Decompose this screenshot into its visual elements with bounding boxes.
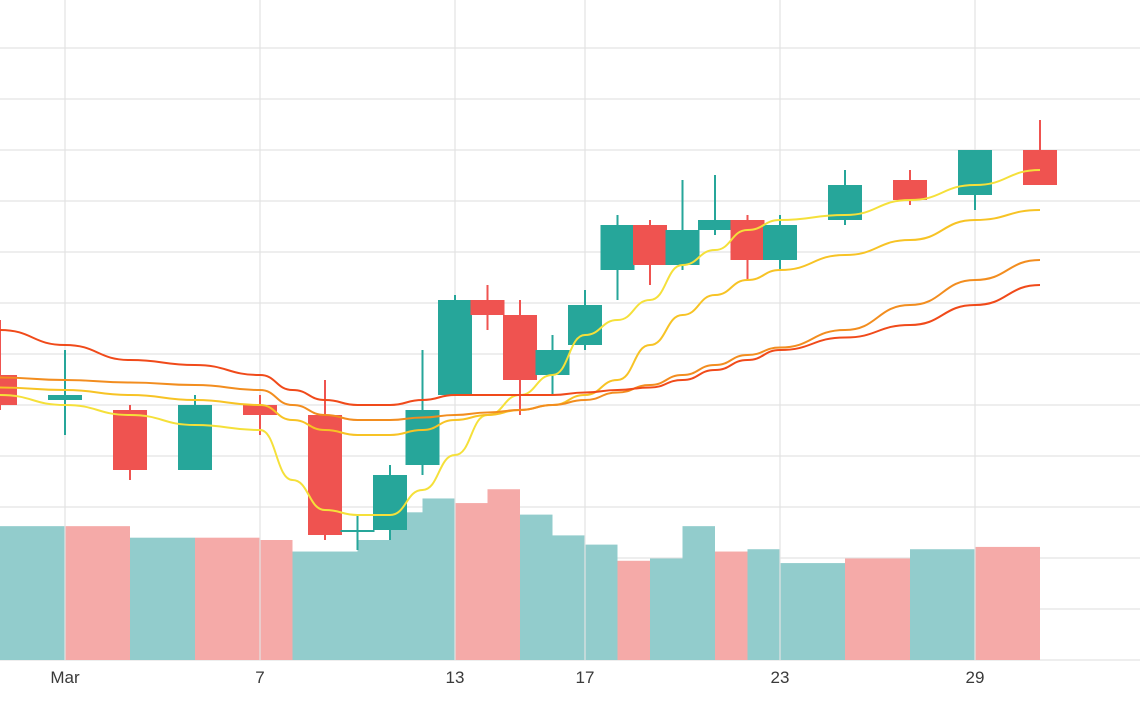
- candle-down: [470, 285, 505, 330]
- candle-down: [308, 380, 342, 540]
- candle-up: [535, 335, 570, 395]
- moving-average-line-slowest: [0, 284, 1041, 406]
- volume-bar: [975, 546, 1040, 660]
- volume-bars: [0, 489, 1040, 660]
- moving-average-line-slow: [0, 259, 1041, 422]
- candle-down: [1023, 120, 1057, 185]
- volume-bar: [130, 537, 195, 660]
- volume-bar: [780, 563, 845, 660]
- candle-body: [763, 225, 797, 260]
- candle-body: [568, 305, 602, 345]
- volume-bar: [617, 560, 650, 660]
- candle-body: [503, 315, 537, 380]
- x-axis: Mar 7 13 17 23 29: [50, 668, 984, 687]
- candle-body: [405, 410, 440, 465]
- candle-body: [1023, 150, 1057, 185]
- moving-average-lines: [0, 169, 1041, 516]
- candle-up: [438, 295, 472, 395]
- candle-up: [178, 395, 212, 470]
- candle-up: [665, 180, 700, 270]
- candle-up: [600, 215, 635, 300]
- candle-up: [698, 175, 732, 235]
- x-tick-label: Mar: [50, 668, 80, 687]
- candle-body: [113, 410, 147, 470]
- candle-down: [730, 215, 765, 280]
- volume-bar: [650, 558, 683, 660]
- volume-bar: [357, 540, 390, 660]
- candle-up: [568, 290, 602, 350]
- candle-body: [438, 300, 472, 395]
- candle-body: [48, 395, 82, 400]
- candle-down: [113, 405, 147, 480]
- candle-body: [958, 150, 992, 195]
- x-tick-label: 7: [255, 668, 264, 687]
- volume-bar: [487, 489, 520, 660]
- moving-average-line-medium: [0, 209, 1041, 436]
- candle-body: [470, 300, 505, 315]
- volume-bar: [552, 535, 585, 660]
- candle-body: [243, 405, 277, 415]
- volume-bar: [390, 512, 423, 660]
- candle-body: [308, 415, 342, 535]
- candle-body: [340, 530, 375, 532]
- candle-body: [178, 405, 212, 470]
- candle-up: [405, 350, 440, 475]
- candle-down: [633, 220, 667, 285]
- candle-body: [600, 225, 635, 270]
- volume-bar: [65, 526, 130, 660]
- candle-up: [48, 350, 82, 435]
- x-tick-label: 13: [446, 668, 465, 687]
- volume-bar: [422, 498, 455, 660]
- candle-body: [893, 180, 927, 200]
- candle-up: [340, 515, 375, 550]
- volume-bar: [910, 549, 975, 660]
- volume-bar: [747, 549, 780, 660]
- candle-body: [730, 220, 765, 260]
- candle-down: [503, 300, 537, 415]
- volume-bar: [715, 551, 748, 660]
- candle-body: [0, 375, 17, 405]
- candle-body: [535, 350, 570, 375]
- candle-up: [763, 215, 797, 270]
- candle-body: [373, 475, 407, 530]
- volume-bar: [845, 558, 910, 660]
- volume-bar: [0, 526, 65, 660]
- volume-bar: [585, 544, 618, 660]
- candle-up: [373, 465, 407, 540]
- candle-up: [828, 170, 862, 225]
- volume-bar: [195, 537, 260, 660]
- volume-bar: [520, 514, 553, 660]
- candle-body: [633, 225, 667, 265]
- volume-bar: [682, 526, 715, 660]
- candle-down: [243, 395, 277, 435]
- volume-bar: [292, 551, 358, 660]
- x-tick-label: 17: [576, 668, 595, 687]
- candle-up: [958, 150, 992, 210]
- candle-body: [698, 220, 732, 230]
- candles: [0, 120, 1057, 550]
- candle-down: [0, 320, 17, 410]
- volume-bar: [260, 540, 293, 660]
- candle-body: [665, 230, 700, 265]
- x-tick-label: 23: [771, 668, 790, 687]
- x-tick-label: 29: [966, 668, 985, 687]
- volume-bar: [455, 503, 488, 660]
- moving-average-line-fast: [0, 169, 1041, 516]
